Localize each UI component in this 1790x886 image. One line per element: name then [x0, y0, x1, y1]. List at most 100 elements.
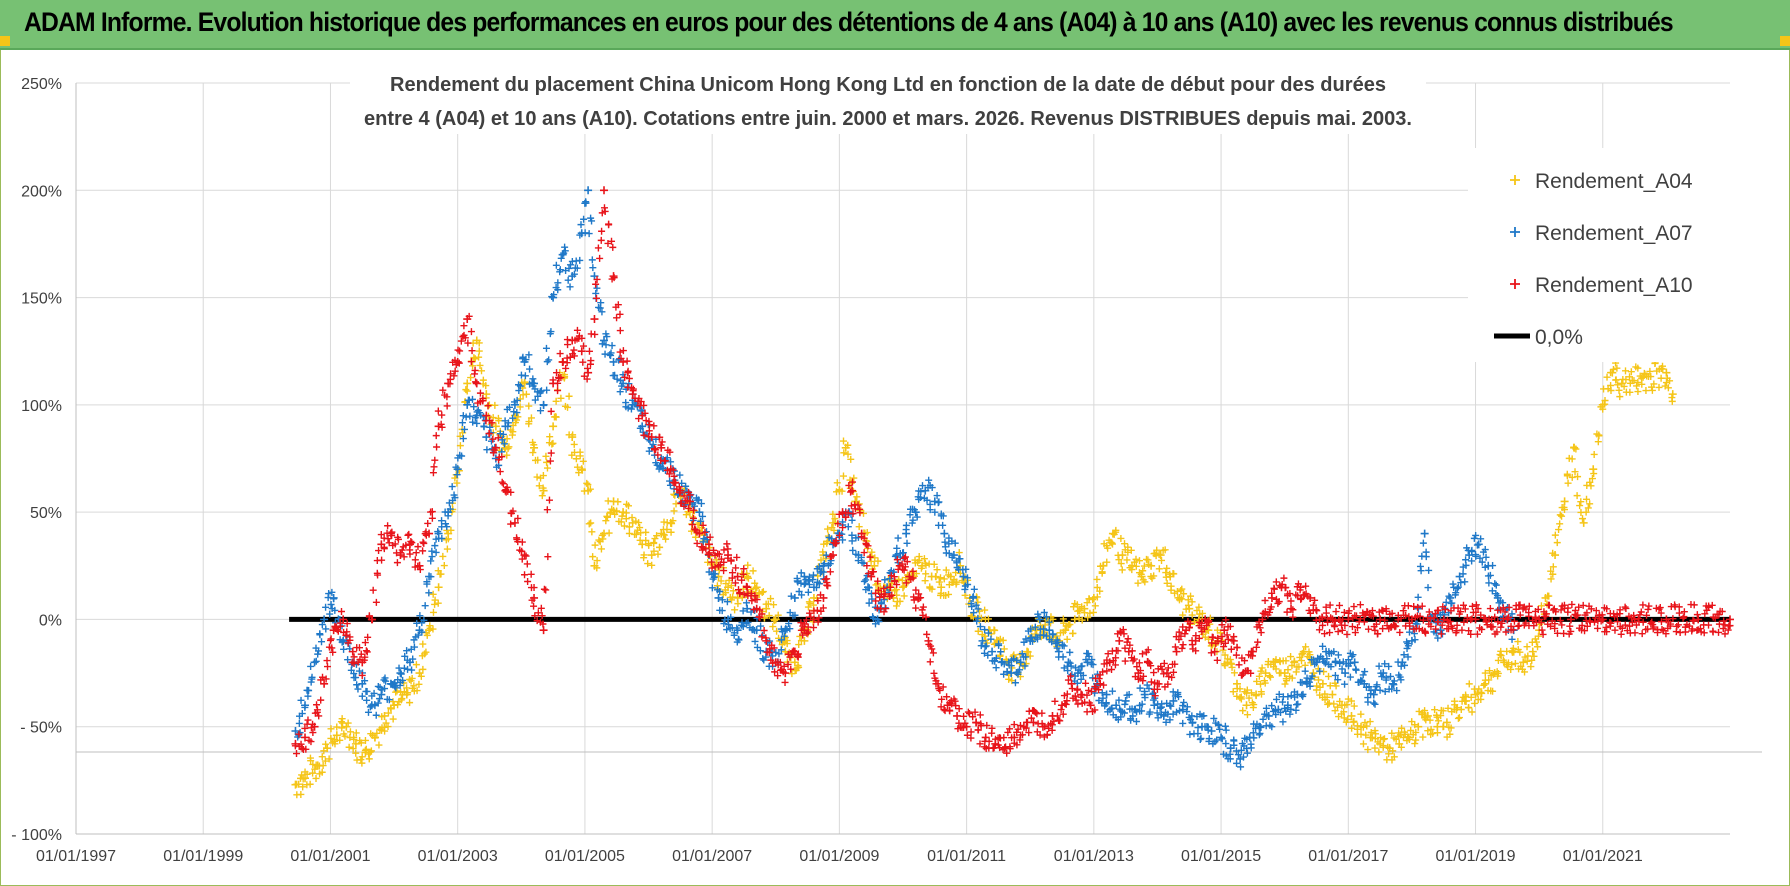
- data-point: [1247, 669, 1255, 677]
- data-point: [663, 526, 671, 534]
- data-point: [820, 568, 828, 576]
- data-point: [592, 280, 600, 288]
- data-point: [1132, 718, 1140, 726]
- data-point: [1073, 686, 1081, 694]
- data-point: [1120, 630, 1128, 638]
- data-point: [1279, 698, 1287, 706]
- data-point: [1649, 625, 1657, 633]
- data-point: [767, 595, 775, 603]
- data-point: [1468, 602, 1476, 610]
- data-point: [1109, 540, 1117, 548]
- data-point: [513, 409, 521, 417]
- data-point: [1572, 445, 1580, 453]
- data-point: [360, 656, 368, 664]
- data-point: [1553, 629, 1561, 637]
- data-point: [419, 538, 427, 546]
- data-point: [933, 679, 942, 688]
- data-point: [1222, 726, 1230, 734]
- data-point: [1093, 593, 1101, 601]
- data-point: [537, 407, 545, 415]
- data-point: [1375, 662, 1383, 670]
- data-point: [1016, 666, 1023, 674]
- data-point: [313, 706, 321, 714]
- data-point: [840, 437, 847, 445]
- data-point: [844, 450, 852, 458]
- data-point: [780, 632, 788, 640]
- data-point: [470, 403, 478, 411]
- data-point: [1185, 604, 1194, 613]
- data-point: [1473, 630, 1481, 638]
- data-point: [301, 733, 310, 742]
- data-point: [310, 722, 319, 731]
- data-point: [646, 421, 654, 429]
- data-point: [1480, 681, 1488, 689]
- data-point: [1426, 716, 1434, 724]
- data-point: [1234, 751, 1242, 759]
- data-point: [1415, 625, 1423, 633]
- data-point: [820, 560, 828, 568]
- data-point: [498, 478, 506, 486]
- data-point: [1379, 742, 1387, 750]
- data-point: [912, 604, 920, 612]
- data-point: [453, 479, 461, 487]
- data-point: [1064, 667, 1072, 675]
- data-point: [408, 539, 416, 547]
- data-point: [1268, 589, 1276, 597]
- data-point: [1059, 653, 1067, 661]
- data-point: [1103, 558, 1111, 566]
- data-point: [509, 507, 517, 515]
- data-point: [931, 508, 939, 516]
- data-point: [886, 575, 894, 583]
- data-point: [1188, 719, 1196, 727]
- data-point: [494, 434, 502, 442]
- data-point: [1254, 638, 1262, 646]
- data-point: [1472, 601, 1480, 609]
- data-point: [496, 468, 504, 476]
- data-point: [507, 520, 515, 528]
- data-point: [799, 631, 807, 639]
- data-point: [499, 430, 507, 438]
- data-point: [1563, 472, 1571, 480]
- data-point: [862, 541, 870, 549]
- data-point: [652, 446, 660, 454]
- data-point: [1647, 373, 1655, 381]
- data-point: [363, 648, 371, 656]
- data-point: [903, 558, 911, 566]
- data-point: [1235, 661, 1243, 669]
- data-point: [549, 439, 557, 447]
- data-point: [346, 633, 354, 641]
- data-point: [936, 574, 944, 582]
- data-point: [419, 665, 427, 673]
- data-point: [666, 477, 674, 485]
- data-point: [1136, 684, 1144, 692]
- data-point: [909, 567, 917, 575]
- data-point: [370, 689, 378, 697]
- data-point: [1200, 712, 1208, 720]
- data-point: [381, 685, 389, 693]
- data-point: [314, 650, 322, 658]
- data-point: [865, 599, 873, 607]
- data-point: [1083, 691, 1091, 699]
- data-point: [987, 635, 995, 643]
- data-point: [867, 552, 875, 560]
- data-point: [545, 496, 553, 504]
- data-point: [1448, 624, 1456, 632]
- data-point: [704, 540, 713, 549]
- data-point: [810, 624, 818, 632]
- data-point: [423, 631, 431, 639]
- data-point: [469, 418, 477, 426]
- data-point: [1461, 578, 1469, 586]
- data-point: [1057, 706, 1065, 714]
- data-point: [1067, 679, 1076, 688]
- data-point: [723, 626, 731, 634]
- data-point: [780, 662, 788, 670]
- data-point: [1637, 608, 1645, 616]
- data-point: [1126, 641, 1134, 649]
- data-point: [653, 532, 661, 540]
- data-point: [616, 327, 624, 335]
- data-point: [759, 588, 767, 596]
- data-point: [301, 701, 310, 710]
- data-point: [862, 576, 870, 584]
- data-point: [358, 692, 366, 700]
- data-point: [848, 537, 856, 545]
